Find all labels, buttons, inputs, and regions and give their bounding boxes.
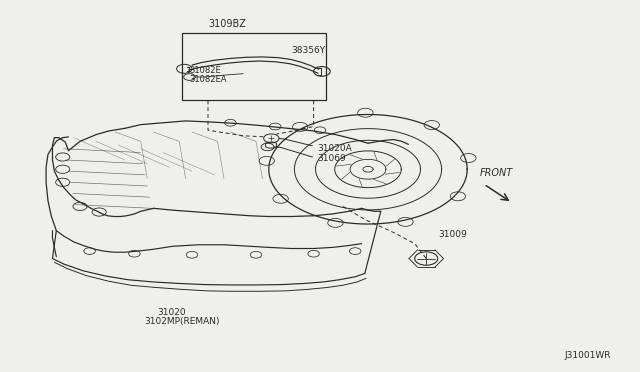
- Text: 31009: 31009: [438, 230, 467, 239]
- Text: 3109BZ: 3109BZ: [208, 19, 246, 29]
- Text: 31020A: 31020A: [317, 144, 351, 153]
- Text: 31020: 31020: [157, 308, 186, 317]
- Text: FRONT: FRONT: [480, 168, 513, 178]
- Text: J31001WR: J31001WR: [564, 351, 611, 360]
- Text: 31082E: 31082E: [189, 66, 221, 75]
- Text: 31069: 31069: [317, 154, 346, 163]
- Text: 3102MP(REMAN): 3102MP(REMAN): [144, 317, 220, 326]
- Text: 38356Y: 38356Y: [291, 46, 325, 55]
- Text: 31082EA: 31082EA: [189, 76, 227, 84]
- Bar: [182, 33, 326, 100]
